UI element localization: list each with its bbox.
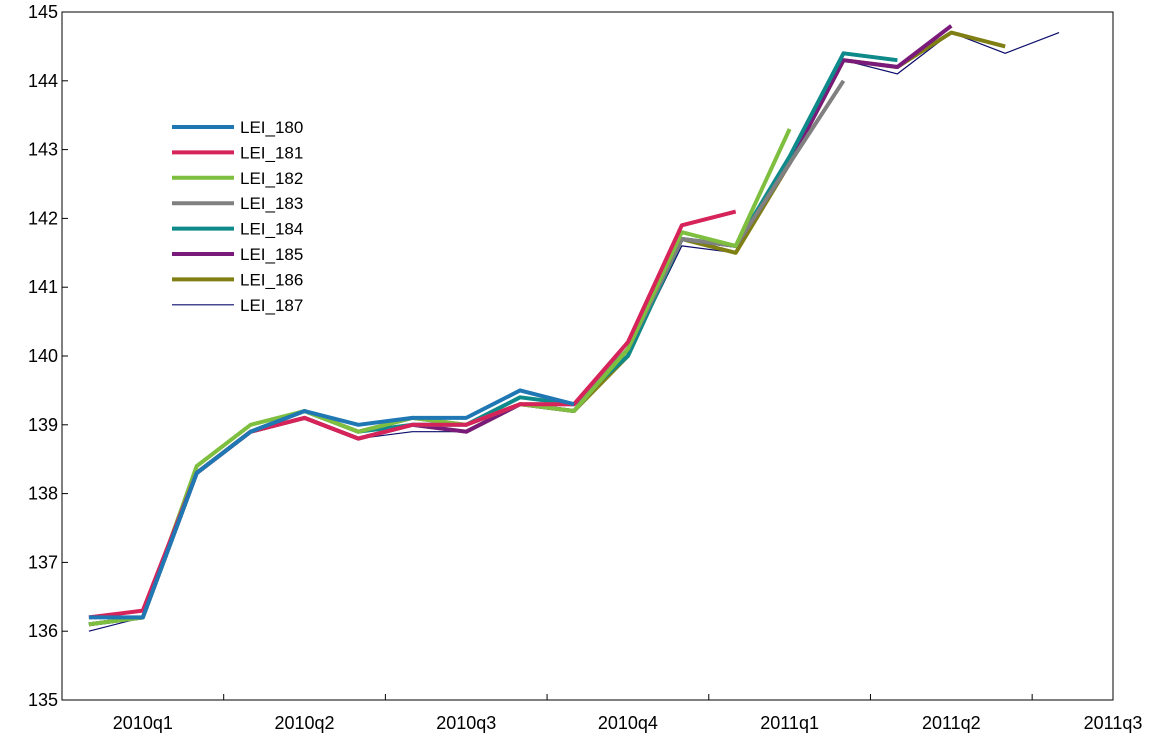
series-line-lei-184 — [88, 51, 898, 627]
x-tick-label: 2010q4 — [598, 713, 658, 733]
legend-label: LEI_182 — [240, 169, 303, 188]
x-axis: 2010q1 2010q2 2010q3 2010q4 2011q1 2011q2 2011… — [113, 694, 1143, 733]
legend-label: LEI_183 — [240, 194, 303, 213]
y-tick-label: 142 — [28, 208, 58, 228]
series-line-lei-182 — [88, 128, 792, 627]
y-tick-label: 144 — [28, 71, 58, 91]
series-line-lei-180 — [88, 388, 575, 620]
x-tick-label: 2011q3 — [1084, 713, 1143, 733]
series-line-lei-181 — [88, 209, 737, 620]
y-tick-label: 136 — [28, 621, 58, 641]
plot-frame — [61, 11, 1114, 701]
x-tick-label: 2010q2 — [274, 713, 334, 733]
y-tick-label: 139 — [28, 415, 58, 435]
legend-label: LEI_184 — [240, 220, 303, 239]
x-tick-label: 2010q3 — [436, 713, 496, 733]
y-tick-label: 140 — [28, 346, 58, 366]
x-tick-label: 2011q1 — [760, 713, 819, 733]
x-tick-label: 2010q1 — [113, 713, 173, 733]
series-line-lei-186 — [88, 30, 1006, 627]
legend: LEI_180 LEI_181 LEI_182 LEI_183 LEI_184 LEI_1… — [172, 118, 303, 315]
y-tick-label: 138 — [28, 484, 58, 504]
y-tick-label: 135 — [28, 690, 58, 710]
legend-label: LEI_185 — [240, 245, 303, 264]
legend-label: LEI_180 — [240, 118, 303, 137]
legend-label: LEI_181 — [240, 143, 303, 162]
y-axis: 135 136 137 138 139 140 141 142 143 144 145 — [28, 2, 68, 710]
legend-label: LEI_186 — [240, 270, 303, 289]
y-tick-label: 141 — [28, 277, 58, 297]
y-tick-label: 145 — [28, 2, 58, 22]
y-tick-label: 143 — [28, 140, 58, 160]
series-layer — [88, 24, 1060, 632]
series-line-lei-187 — [88, 32, 1060, 632]
legend-label: LEI_187 — [240, 296, 303, 315]
y-tick-label: 137 — [28, 552, 58, 572]
x-tick-label: 2011q2 — [922, 713, 981, 733]
series-line-lei-183 — [88, 79, 846, 627]
